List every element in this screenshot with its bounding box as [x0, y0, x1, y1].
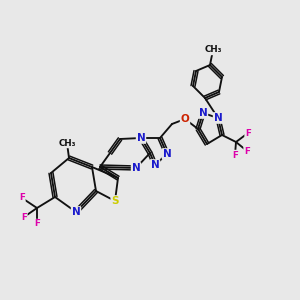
- Text: F: F: [245, 128, 251, 137]
- Text: F: F: [19, 194, 25, 202]
- Text: O: O: [181, 114, 189, 124]
- Text: N: N: [163, 149, 171, 159]
- Text: N: N: [199, 108, 207, 118]
- Text: F: F: [34, 220, 40, 229]
- Text: CH₃: CH₃: [58, 139, 76, 148]
- Text: CH₃: CH₃: [204, 46, 222, 55]
- Text: F: F: [244, 146, 250, 155]
- Text: N: N: [132, 163, 140, 173]
- Text: N: N: [72, 207, 80, 217]
- Text: N: N: [151, 160, 159, 170]
- Text: F: F: [232, 151, 238, 160]
- Text: F: F: [21, 212, 27, 221]
- Text: S: S: [111, 196, 119, 206]
- Text: N: N: [214, 113, 222, 123]
- Text: N: N: [136, 133, 146, 143]
